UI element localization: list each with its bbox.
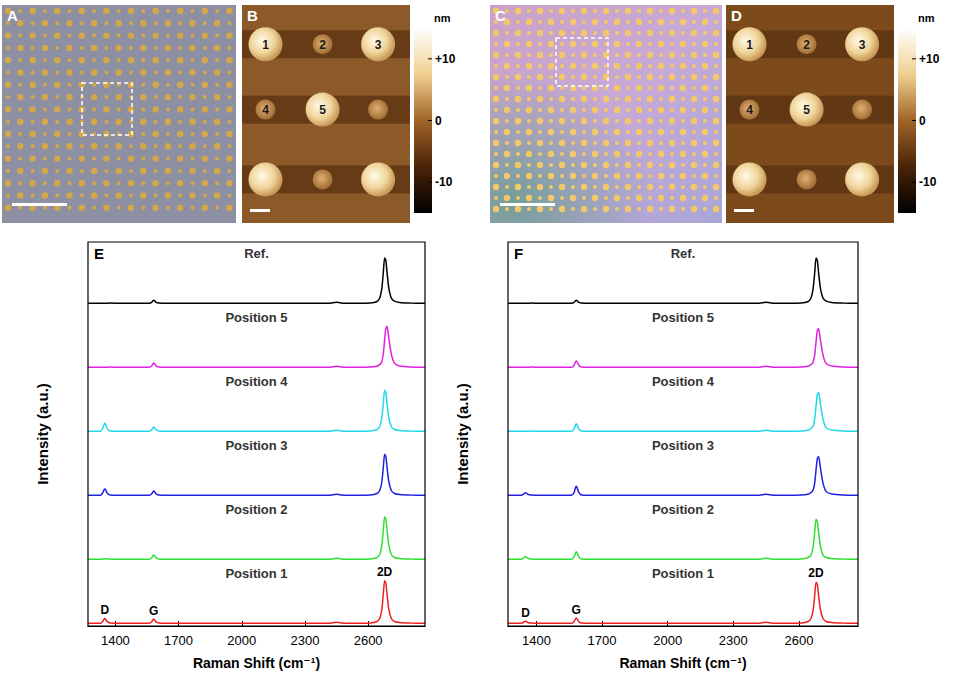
svg-text:2: 2 <box>319 38 326 52</box>
svg-text:A: A <box>7 7 18 24</box>
svg-text:4: 4 <box>262 103 269 117</box>
svg-text:Position 4: Position 4 <box>652 374 715 389</box>
svg-text:D: D <box>521 606 530 620</box>
svg-text:2D: 2D <box>377 565 393 579</box>
svg-text:G: G <box>149 604 158 618</box>
svg-text:Intensity (a.u.): Intensity (a.u.) <box>34 383 51 485</box>
svg-text:2000: 2000 <box>227 633 256 648</box>
svg-text:4: 4 <box>746 103 753 117</box>
svg-text:Raman Shift (cm⁻¹): Raman Shift (cm⁻¹) <box>193 655 320 671</box>
svg-text:F: F <box>514 245 523 262</box>
svg-text:2600: 2600 <box>784 633 813 648</box>
svg-text:B: B <box>247 7 258 24</box>
svg-text:Position 2: Position 2 <box>652 502 714 517</box>
svg-text:0: 0 <box>435 114 442 128</box>
svg-text:G: G <box>572 603 581 617</box>
svg-text:1400: 1400 <box>101 633 130 648</box>
svg-text:D: D <box>101 603 110 617</box>
svg-text:Position 1: Position 1 <box>225 566 287 581</box>
svg-text:1700: 1700 <box>164 633 193 648</box>
svg-text:1: 1 <box>746 38 753 52</box>
svg-text:Position 3: Position 3 <box>225 438 287 453</box>
svg-text:1700: 1700 <box>588 633 617 648</box>
svg-text:0: 0 <box>919 114 926 128</box>
svg-text:5: 5 <box>319 103 326 117</box>
svg-text:2300: 2300 <box>719 633 748 648</box>
svg-text:-10: -10 <box>435 175 453 189</box>
svg-text:Position 4: Position 4 <box>225 374 288 389</box>
svg-text:E: E <box>94 245 104 262</box>
svg-text:Position 2: Position 2 <box>225 502 287 517</box>
svg-text:Ref.: Ref. <box>244 246 269 261</box>
svg-text:Ref.: Ref. <box>671 246 696 261</box>
svg-text:+10: +10 <box>919 52 940 66</box>
svg-text:Position 5: Position 5 <box>652 310 714 325</box>
svg-text:3: 3 <box>859 38 866 52</box>
svg-text:2000: 2000 <box>653 633 682 648</box>
svg-text:2600: 2600 <box>354 633 383 648</box>
svg-text:D: D <box>731 7 742 24</box>
svg-text:Raman Shift (cm⁻¹): Raman Shift (cm⁻¹) <box>619 655 746 671</box>
svg-text:-10: -10 <box>919 175 937 189</box>
svg-text:Position 3: Position 3 <box>652 438 714 453</box>
svg-text:1400: 1400 <box>522 633 551 648</box>
svg-text:1: 1 <box>262 38 269 52</box>
svg-text:2: 2 <box>803 38 810 52</box>
svg-text:nm: nm <box>918 12 935 24</box>
svg-text:2D: 2D <box>808 566 824 580</box>
svg-text:nm: nm <box>434 12 451 24</box>
svg-text:5: 5 <box>803 103 810 117</box>
svg-text:+10: +10 <box>435 52 456 66</box>
svg-text:2300: 2300 <box>290 633 319 648</box>
svg-text:Intensity (a.u.): Intensity (a.u.) <box>454 383 471 485</box>
svg-text:Position 1: Position 1 <box>652 566 714 581</box>
svg-text:Position 5: Position 5 <box>225 310 287 325</box>
svg-text:3: 3 <box>375 38 382 52</box>
svg-text:C: C <box>495 7 506 24</box>
